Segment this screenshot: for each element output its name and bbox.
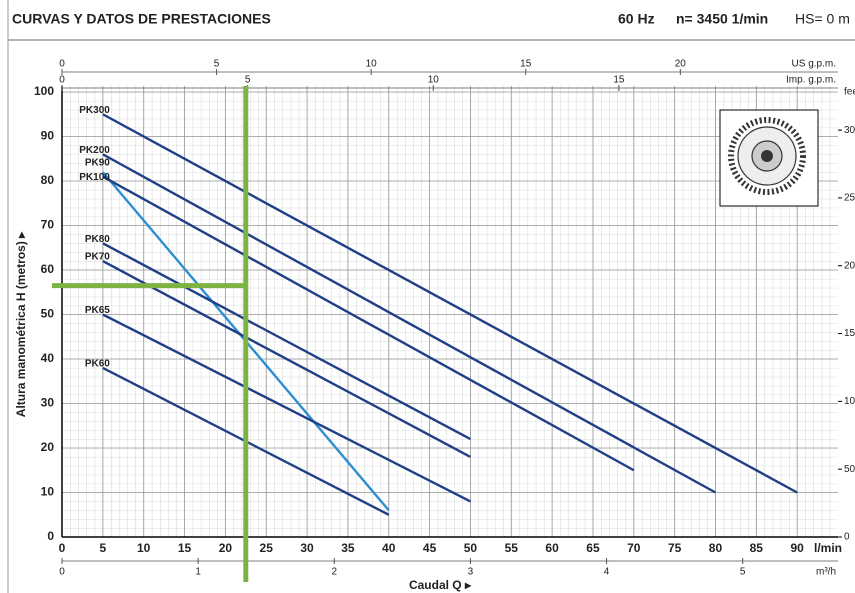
- series-label: PK300: [79, 105, 110, 116]
- series-label: PK70: [85, 252, 110, 263]
- x-tick-label: 0: [59, 541, 66, 555]
- series-line: [102, 175, 635, 472]
- secondary-tick-label: 1: [195, 567, 201, 578]
- x-tick-label: 20: [219, 541, 233, 555]
- x-tick-label: 35: [341, 541, 355, 555]
- y-tick-label: 0: [47, 529, 54, 543]
- header-frequency: 60 Hz: [618, 11, 655, 27]
- x-tick-label: 80: [709, 541, 723, 555]
- impeller-bore: [761, 150, 773, 162]
- y2-axis-label: feet: [844, 87, 855, 98]
- header-speed: n= 3450 1/min: [676, 11, 768, 27]
- secondary-tick-label: 15: [520, 59, 532, 70]
- y-tick-label: 40: [41, 351, 55, 365]
- x-tick-label: 40: [382, 541, 396, 555]
- x-tick-label: 65: [586, 541, 600, 555]
- x-tick-label: 70: [627, 541, 641, 555]
- x-tick-label: 60: [545, 541, 559, 555]
- secondary-axis-label: US g.p.m.: [792, 59, 836, 70]
- pump-image: [719, 109, 819, 207]
- secondary-tick-label: 5: [245, 75, 251, 86]
- x-tick-label: 90: [790, 541, 804, 555]
- series-line: [102, 113, 798, 494]
- series-line: [102, 260, 471, 458]
- series-label: PK65: [85, 305, 110, 316]
- x-tick-label: 75: [668, 541, 682, 555]
- secondary-tick-label: 2: [331, 567, 337, 578]
- plot: 0 5 10 15 20 25 30 35 40 45 50 55 60 65 70 75 80 85 90 l/mi…: [14, 59, 855, 593]
- series-label: PK200: [79, 145, 110, 156]
- secondary-axis-label: Imp. g.p.m.: [786, 75, 836, 86]
- series-line: [102, 313, 471, 503]
- y-tick-label: 60: [41, 262, 55, 276]
- y-axis-label: Altura manométrica H (metros) ▸: [14, 231, 28, 417]
- series-label: PK60: [85, 359, 110, 370]
- y-tick-label: 10: [41, 485, 55, 499]
- series-line: [102, 153, 717, 494]
- secondary-tick-label: 4: [604, 567, 610, 578]
- x-tick-label: 30: [300, 541, 314, 555]
- x-unit: l/min: [814, 541, 842, 555]
- x-tick-label: 50: [464, 541, 478, 555]
- secondary-tick-label: 10: [428, 75, 440, 86]
- y-tick-label: 20: [41, 440, 55, 454]
- chart-title: CURVAS Y DATOS DE PRESTACIONES: [12, 11, 271, 27]
- x-tick-label: 10: [137, 541, 151, 555]
- y2-tick-label: 300: [844, 125, 855, 136]
- secondary-tick-label: 3: [468, 567, 474, 578]
- header-hs: HS= 0 m: [795, 11, 850, 27]
- y-tick-label: 80: [41, 173, 55, 187]
- y2-tick-label: 150: [844, 328, 855, 339]
- x-tick-label: 15: [178, 541, 192, 555]
- secondary-tick-label: 0: [59, 75, 65, 86]
- x-axis-label: Caudal Q ▸: [409, 578, 472, 592]
- series-label: PK90: [85, 158, 110, 169]
- x-tick-label: 55: [505, 541, 519, 555]
- series-label: PK100: [79, 172, 110, 183]
- secondary-tick-label: 10: [366, 59, 378, 70]
- y-tick-label: 50: [41, 307, 55, 321]
- secondary-axis-label: m³/h: [816, 567, 836, 578]
- secondary-tick-label: 0: [59, 59, 65, 70]
- y-tick-label: 100: [34, 84, 54, 98]
- y-tick-label: 90: [41, 129, 55, 143]
- y2-tick-label: 250: [844, 193, 855, 204]
- secondary-tick-label: 15: [613, 75, 625, 86]
- x-tick-label: 45: [423, 541, 437, 555]
- series-line: [102, 242, 471, 441]
- secondary-tick-label: 20: [675, 59, 687, 70]
- x-tick-label: 85: [750, 541, 764, 555]
- x-tick-label: 25: [260, 541, 274, 555]
- y2-tick-label: 100: [844, 396, 855, 407]
- secondary-tick-label: 5: [740, 567, 746, 578]
- x-tick-label: 5: [99, 541, 106, 555]
- secondary-tick-label: 5: [214, 59, 220, 70]
- y2-tick-label: 0: [844, 532, 850, 543]
- series-label: PK80: [85, 234, 110, 245]
- y2-tick-label: 50: [844, 464, 855, 475]
- y-tick-label: 70: [41, 218, 55, 232]
- secondary-tick-label: 0: [59, 567, 65, 578]
- y2-tick-label: 200: [844, 260, 855, 271]
- y-tick-label: 30: [41, 396, 55, 410]
